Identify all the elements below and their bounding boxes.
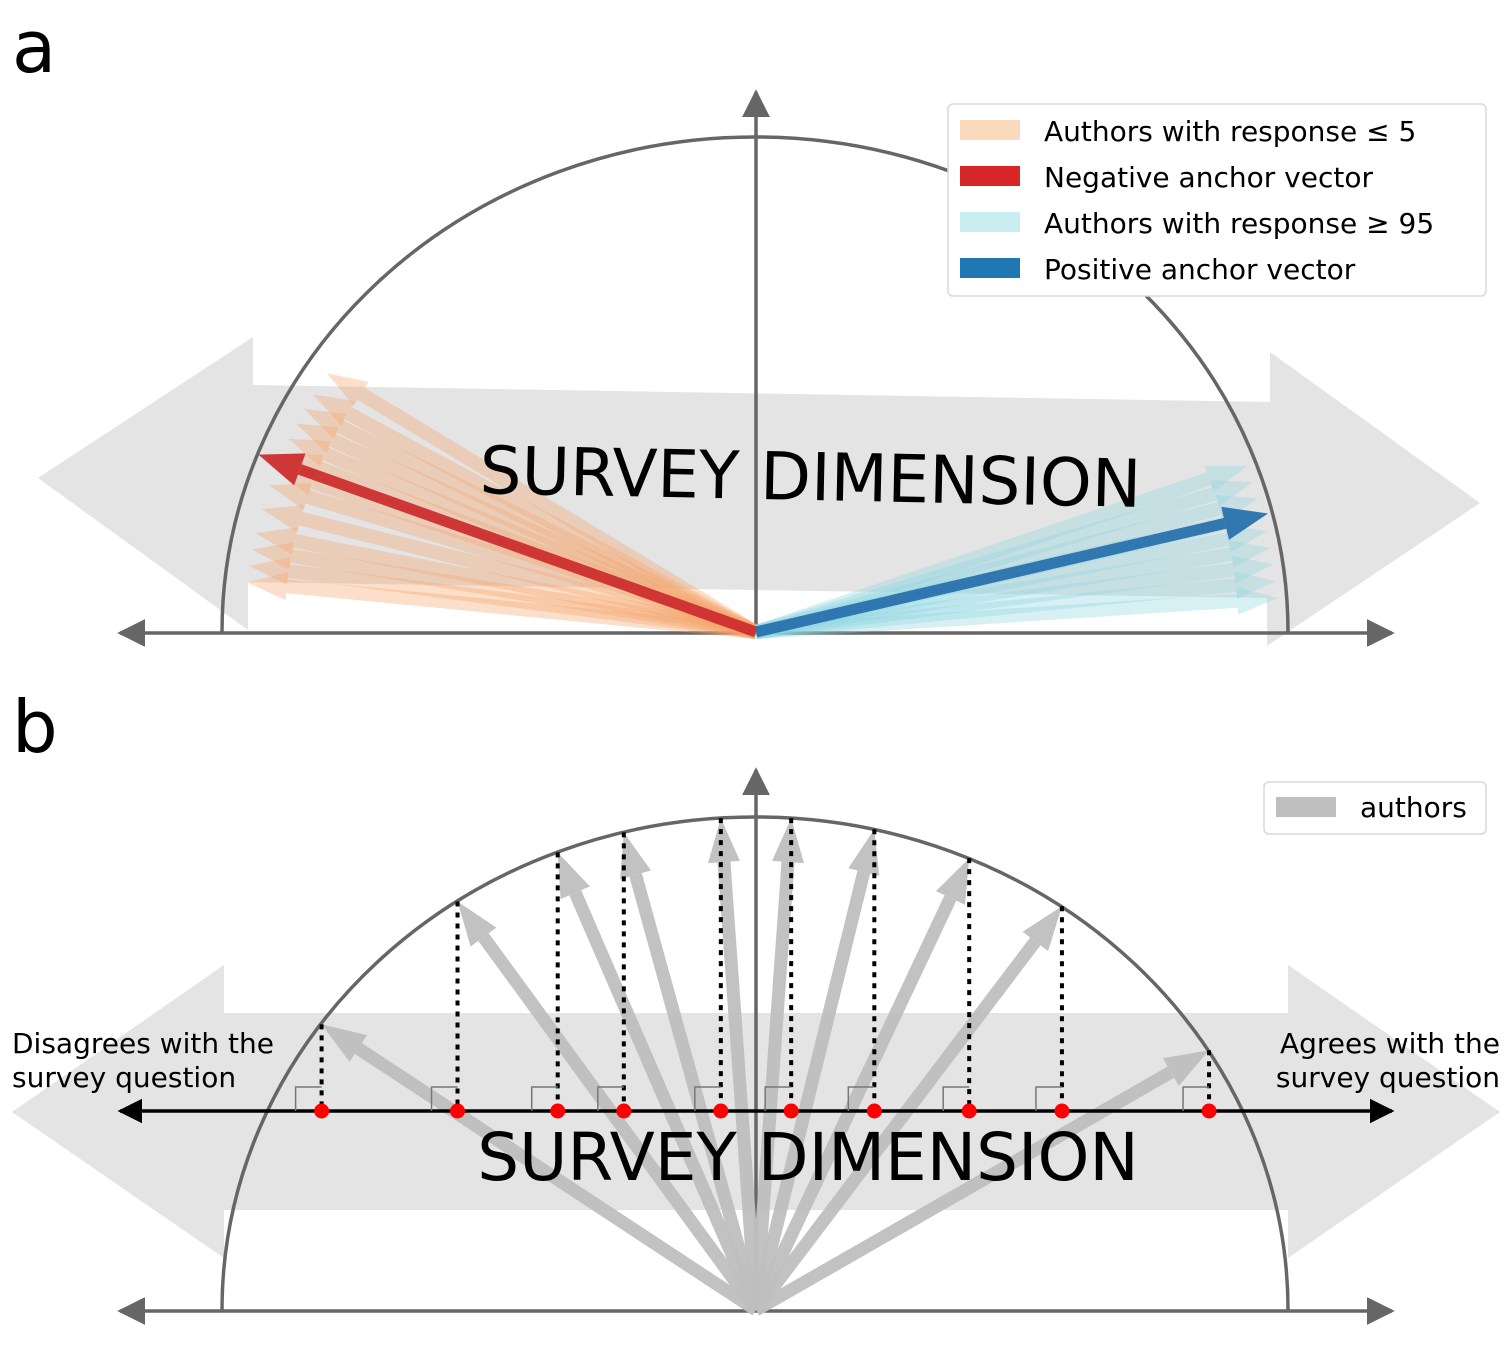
right-angle-mark	[294, 1086, 322, 1111]
legend-a-label-3: Positive anchor vector	[1044, 253, 1356, 286]
projection-point	[550, 1103, 566, 1119]
legend-b-swatch-0	[1276, 797, 1336, 817]
right-angle-mark	[694, 1086, 721, 1111]
legend-b: authors	[1263, 781, 1487, 835]
negative-author-vector	[296, 423, 759, 639]
panel-a-letter: a	[12, 5, 56, 89]
negative-author-vector	[252, 542, 758, 639]
author-vector	[321, 1024, 760, 1316]
projection-point	[1201, 1103, 1217, 1119]
legend-a-label-2: Authors with response ≥ 95	[1044, 207, 1434, 240]
negative-author-vector	[255, 527, 758, 639]
right-angle-mark	[1182, 1086, 1210, 1111]
author-vector	[750, 906, 1062, 1314]
negative-author-vector	[247, 572, 757, 639]
legend-a-swatch-1	[960, 166, 1020, 186]
author-vector	[749, 829, 880, 1312]
right-angle-mark	[530, 1086, 558, 1111]
survey-dimension-label-a: SURVEY DIMENSION	[479, 432, 1142, 523]
legend-a-label-0: Authors with response ≤ 5	[1044, 115, 1416, 148]
survey-dimension-band-a	[38, 337, 1480, 646]
projection-point	[961, 1103, 977, 1119]
right-label-line2: survey question	[1276, 1061, 1500, 1094]
projection-point	[783, 1103, 799, 1119]
projection-point	[713, 1103, 729, 1119]
negative-anchor-vector	[258, 453, 758, 638]
right-angle-mark	[1035, 1086, 1062, 1111]
right-angle-mark	[764, 1086, 792, 1111]
author-vectors-b	[321, 818, 1210, 1316]
author-vector	[620, 832, 763, 1312]
left-label-line2: survey question	[12, 1061, 236, 1094]
positive-author-vector	[755, 571, 1276, 639]
negative-author-vector	[326, 373, 760, 638]
projection-point	[616, 1103, 632, 1119]
legend-a-label-1: Negative anchor vector	[1044, 161, 1373, 194]
author-vectors-a	[247, 373, 1278, 639]
panel-b-letter: b	[12, 685, 58, 769]
positive-author-vector	[755, 555, 1274, 639]
legend-a-swatch-0	[960, 120, 1020, 140]
positive-anchor-vector	[754, 506, 1268, 638]
positive-author-vector	[755, 586, 1278, 639]
positive-author-vector	[753, 465, 1247, 639]
projections-b	[294, 818, 1217, 1119]
right-label-line1: Agrees with the	[1280, 1027, 1500, 1060]
right-angle-mark	[942, 1086, 970, 1111]
legend-a: Authors with response ≤ 5 Negative ancho…	[947, 103, 1487, 297]
projection-point	[450, 1103, 466, 1119]
left-label-line1: Disagrees with the	[12, 1027, 274, 1060]
legend-a-swatch-2	[960, 212, 1020, 232]
negative-author-vector	[249, 557, 757, 639]
negative-author-vector	[261, 505, 758, 639]
survey-dimension-label-b: SURVEY DIMENSION	[477, 1119, 1139, 1196]
panel-a: a SURVEY DIMENSION Authors with response…	[12, 5, 1487, 647]
author-vector	[749, 818, 804, 1311]
panel-b: b SURVEY DIMENSION Disagrees with the su…	[12, 685, 1500, 1325]
negative-author-vector	[312, 394, 760, 639]
author-vector	[457, 901, 762, 1314]
right-angle-mark	[847, 1086, 875, 1111]
author-vector	[708, 818, 763, 1311]
projection-point	[314, 1103, 330, 1119]
legend-a-swatch-3	[960, 258, 1020, 278]
negative-author-vector	[304, 408, 760, 639]
projection-point	[1054, 1103, 1070, 1119]
projection-point	[866, 1103, 882, 1119]
legend-b-label-0: authors	[1360, 791, 1467, 824]
right-angle-mark	[597, 1086, 624, 1111]
right-angle-mark	[430, 1086, 458, 1111]
